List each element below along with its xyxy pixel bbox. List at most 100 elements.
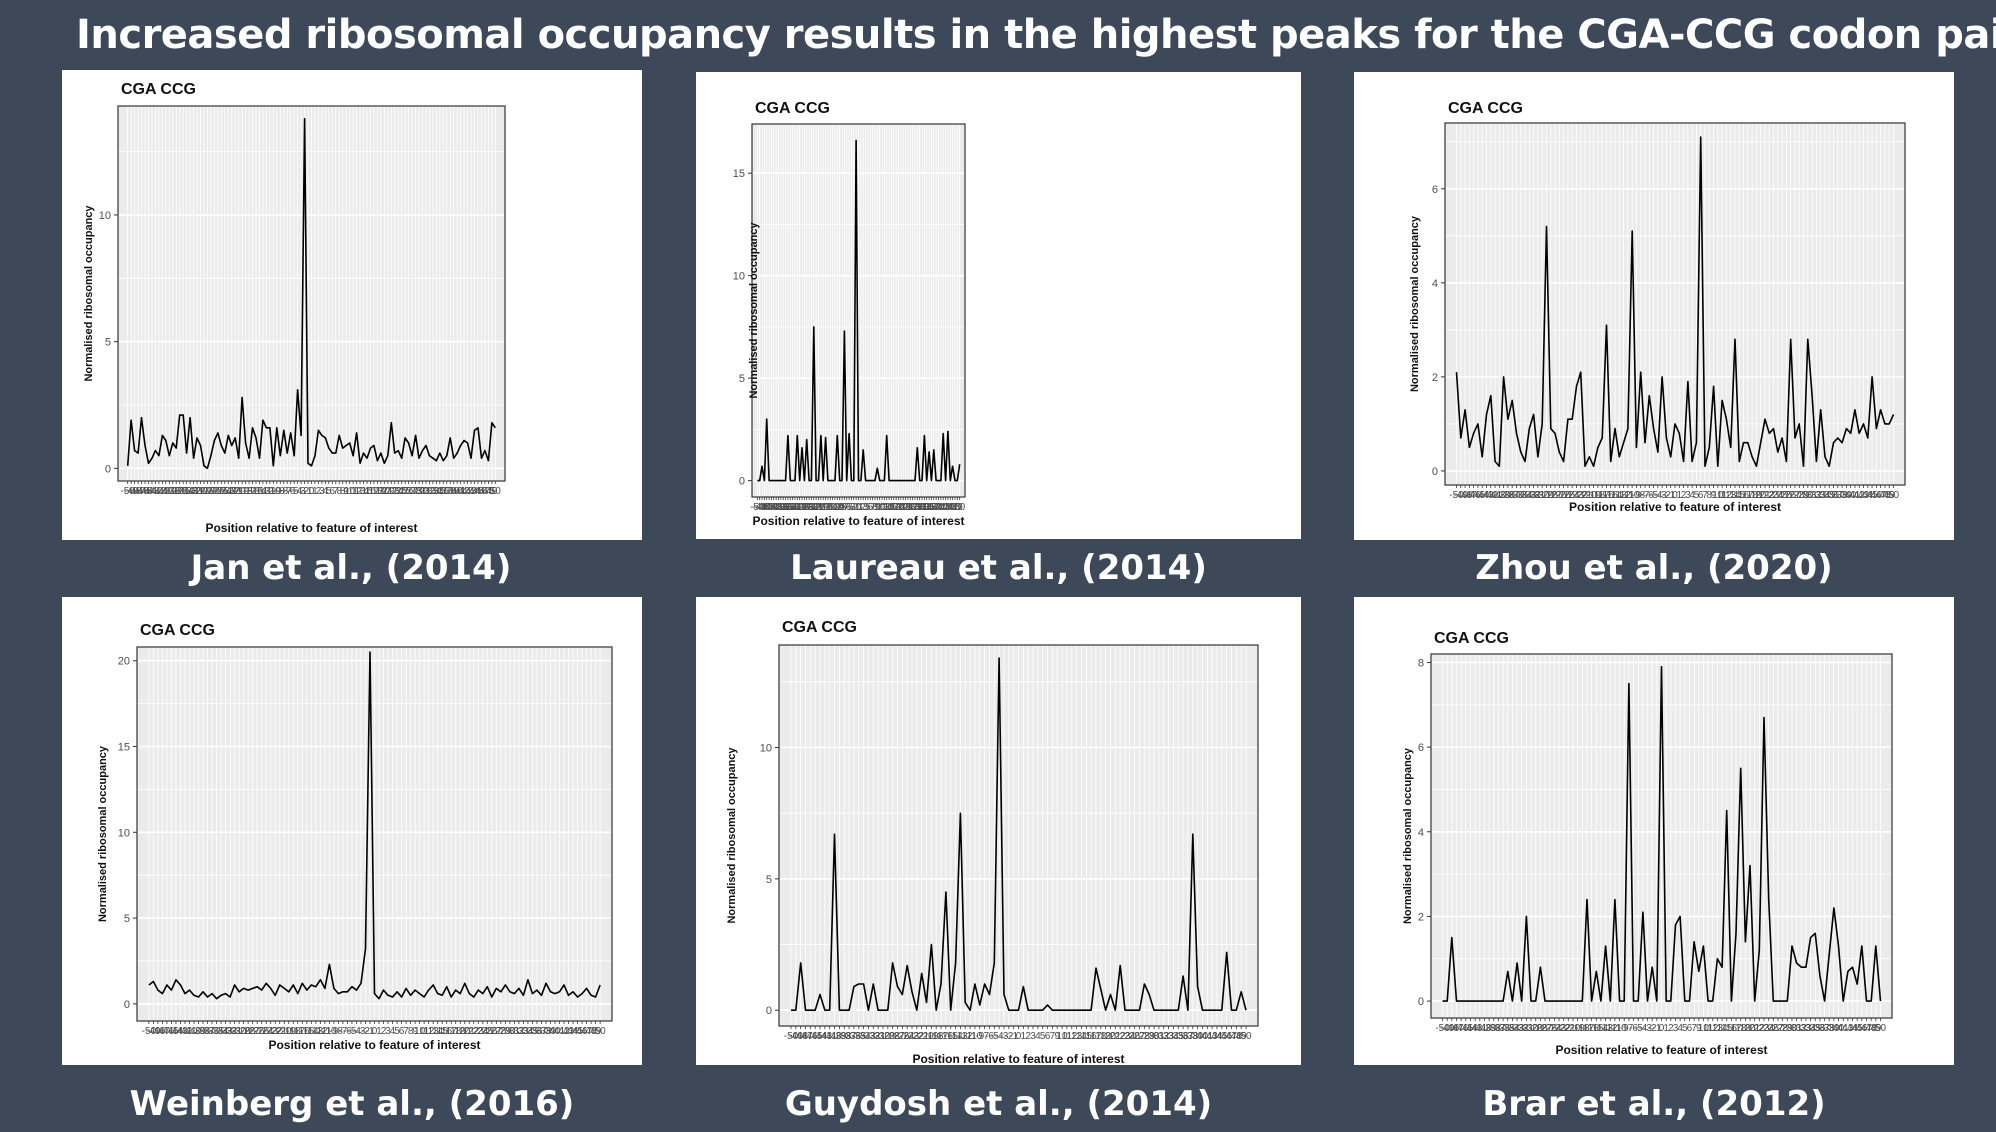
line-chart: 02468-50-49-48-47-46-45-44-43-41-40-39-3…: [1402, 630, 1893, 1057]
x-tick-label: 23: [1758, 1023, 1770, 1034]
x-tick-label: -6: [1645, 490, 1654, 501]
x-tick-label: -37: [200, 1026, 215, 1037]
x-tick-label: -17: [1580, 1023, 1595, 1034]
x-tick-label: 29: [912, 502, 924, 513]
x-tick-label: 18: [450, 1026, 462, 1037]
x-tick-label: 15: [437, 1026, 449, 1037]
x-tick-label: -8: [838, 502, 847, 513]
x-tick-label: 3: [385, 1026, 391, 1037]
x-tick-label: 10: [874, 502, 886, 513]
x-tick-label: 37: [1832, 490, 1844, 501]
x-tick-label: -33: [1510, 1023, 1525, 1034]
x-tick-label: 48: [586, 1026, 598, 1037]
x-tick-label: -40: [1477, 1023, 1492, 1034]
x-tick-label: 47: [947, 502, 959, 513]
vertical-gridlines: [148, 647, 601, 1021]
x-tick-label: -47: [1449, 1023, 1464, 1034]
x-tick-label: -18: [929, 1031, 944, 1042]
x-tick-label: 6: [330, 486, 336, 497]
x-tick-label: -22: [268, 1026, 283, 1037]
x-tick-label: -39: [832, 1031, 847, 1042]
y-tick-label: 0: [105, 463, 111, 475]
x-tick-label: 20: [379, 486, 391, 497]
line-chart: 0510-50-49-48-47-46-45-44-43-41-40-39-38…: [726, 619, 1259, 1065]
x-tick-label: 9: [343, 486, 349, 497]
x-tick-label: 39: [448, 486, 460, 497]
x-tick-label: -9: [1620, 1023, 1629, 1034]
x-tick-label: -33: [183, 486, 198, 497]
x-tick-label: 44: [469, 486, 481, 497]
vertical-gridlines: [127, 106, 496, 481]
x-tick-label: -47: [155, 1026, 170, 1037]
y-tick-label: 8: [1418, 657, 1424, 669]
x-tick-label: 15: [1734, 490, 1746, 501]
x-axis-label: Position relative to feature of interest: [205, 521, 417, 535]
x-tick-label: -6: [842, 502, 851, 513]
x-tick-label: 39: [1828, 1023, 1840, 1034]
horizontal-gridlines: [137, 659, 612, 1005]
x-tick-label: 37: [441, 486, 453, 497]
vertical-gridlines: [1442, 654, 1881, 1018]
x-tick-label: 34: [1805, 1023, 1817, 1034]
x-tick-label: -5: [1634, 1023, 1643, 1034]
x-tick-label: 44: [1211, 1031, 1223, 1042]
x-tick-label: -11: [1608, 1023, 1622, 1034]
x-tick-label: 1: [312, 486, 318, 497]
x-tick-label: -23: [905, 1031, 920, 1042]
x-tick-label: 23: [1119, 1031, 1131, 1042]
series-line: [148, 651, 601, 1000]
y-axis-label: Normalised ribosomal occupancy: [1409, 215, 1421, 392]
x-tick-label: 19: [1751, 490, 1763, 501]
x-tick-label: -7: [980, 1031, 989, 1042]
x-tick-label: -10: [968, 1031, 983, 1042]
x-tick-label: 33: [1800, 1023, 1812, 1034]
x-tick-label: 1: [1677, 490, 1683, 501]
x-tick-label: -16: [1584, 1023, 1599, 1034]
x-tick-label: -6: [985, 1031, 994, 1042]
x-tick-label: -12: [1616, 490, 1631, 501]
x-tick-label: -16: [1599, 490, 1614, 501]
x-tick-label: -28: [1533, 1023, 1548, 1034]
chart-title: CGA CCG: [1434, 630, 1509, 647]
y-tick-label: 15: [118, 742, 130, 754]
x-tick-label: -32: [186, 486, 201, 497]
x-tick-label: 7: [403, 1026, 409, 1037]
x-tick-label: -29: [1539, 490, 1554, 501]
x-tick-label: -1: [304, 486, 313, 497]
x-tick-label: 38: [931, 502, 943, 513]
x-tick-label: -39: [1496, 490, 1511, 501]
x-tick-label: 38: [540, 1026, 552, 1037]
x-tick-label: 25: [396, 486, 408, 497]
x-tick-label: -45: [164, 1026, 179, 1037]
x-tick-label: 9: [412, 1026, 418, 1037]
x-tick-label: 43: [1207, 1031, 1219, 1042]
x-tick-label: 23: [389, 486, 401, 497]
x-tick-label: -15: [300, 1026, 315, 1037]
x-tick-label: -42: [148, 486, 163, 497]
x-tick-label: 39: [1192, 1031, 1204, 1042]
y-axis-label: Normalised ribosomal occupancy: [748, 222, 760, 399]
x-tick-label: 12: [351, 486, 363, 497]
x-tick-label: 2: [860, 502, 866, 513]
x-tick-label: -40: [771, 502, 786, 513]
x-tick-label: -4: [1638, 1023, 1647, 1034]
y-tick-label: 6: [1432, 184, 1438, 196]
x-tick-label: 16: [365, 486, 377, 497]
x-tick-label: -25: [1561, 490, 1576, 501]
x-tick-label: 27: [907, 502, 919, 513]
x-tick-label: 21: [464, 1026, 476, 1037]
x-tick-label: -2: [1648, 1023, 1657, 1034]
x-tick-label: -29: [792, 502, 807, 513]
x-tick-label: 44: [942, 502, 954, 513]
x-tick-label: 1: [1663, 1023, 1669, 1034]
x-tick-label: 40: [452, 486, 464, 497]
x-tick-label: -14: [304, 1026, 319, 1037]
x-tick-label: 9: [1054, 1031, 1060, 1042]
x-tick-label: -40: [187, 1026, 202, 1037]
x-tick-label: 50: [595, 1026, 607, 1037]
x-tick-label: 34: [431, 486, 443, 497]
x-tick-label: 30: [504, 1026, 516, 1037]
x-tick-label: -1: [1652, 1023, 1661, 1034]
x-tick-label: -15: [821, 502, 836, 513]
slide-title: Increased ribosomal occupancy results in…: [76, 12, 1996, 58]
